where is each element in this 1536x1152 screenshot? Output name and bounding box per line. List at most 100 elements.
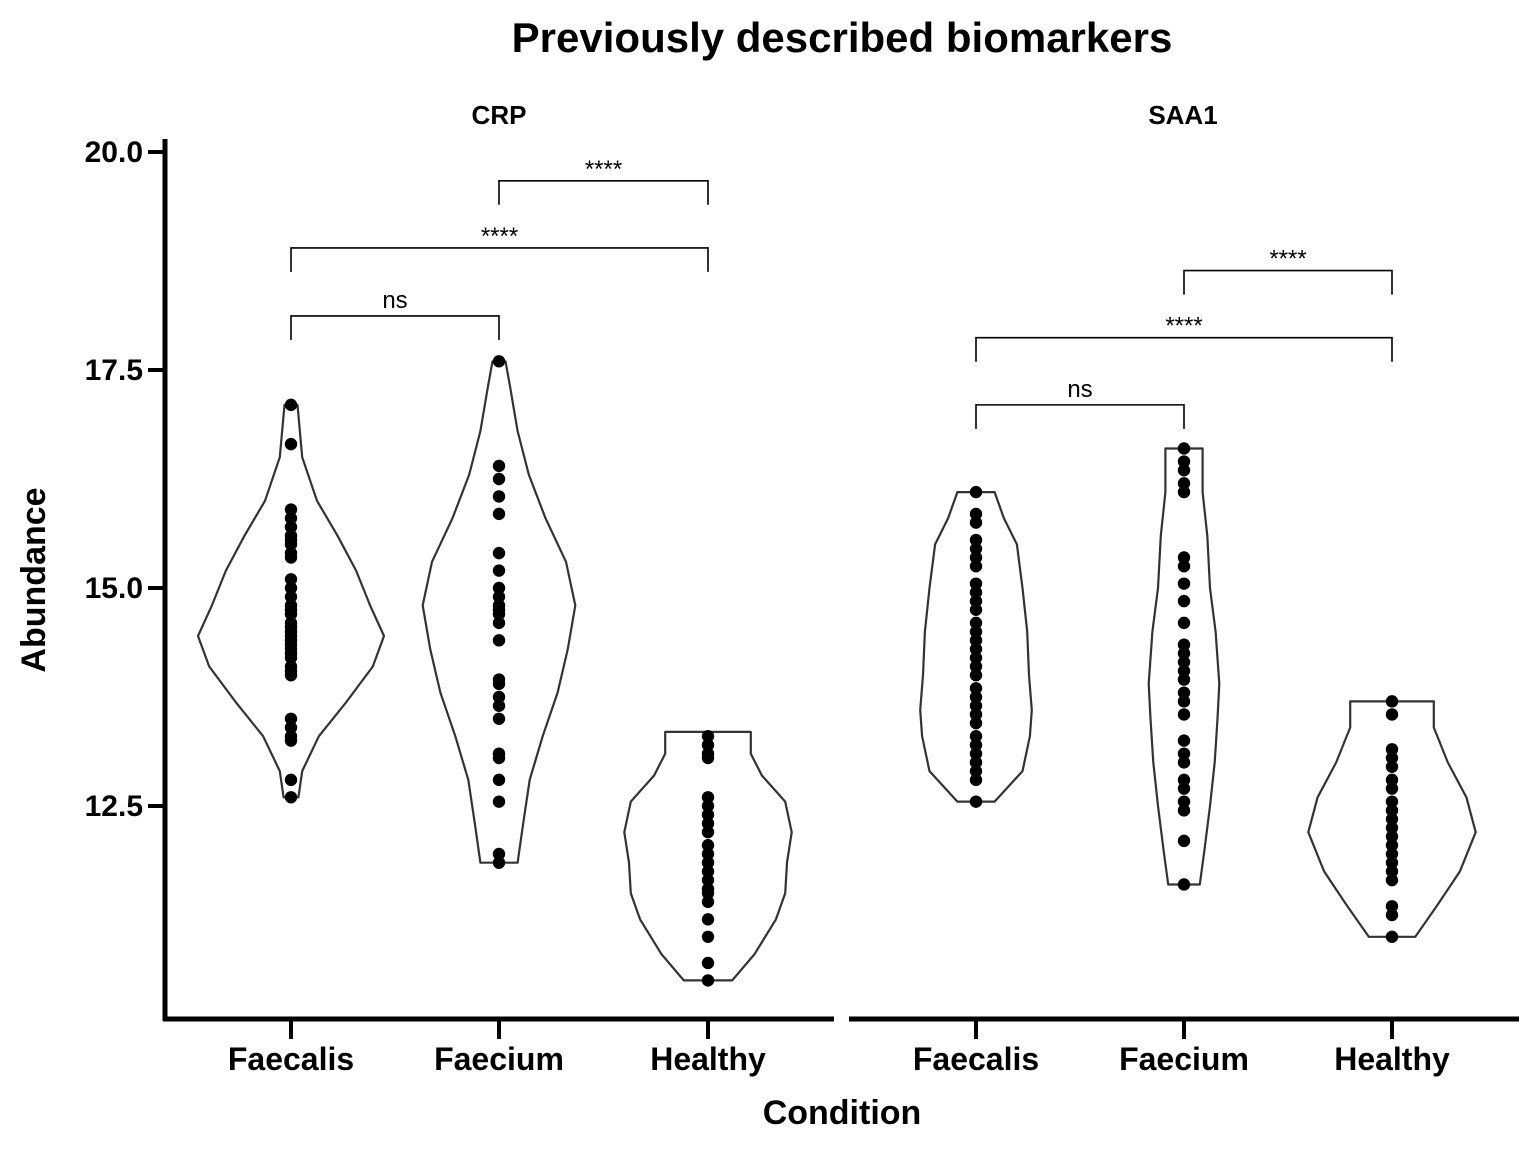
data-point [969, 660, 983, 673]
data-point [492, 590, 506, 603]
significance-bracket [290, 315, 500, 340]
data-point [492, 747, 506, 760]
data-point [1177, 485, 1191, 499]
data-point [701, 865, 715, 878]
data-point [492, 355, 506, 368]
violin-faecium [1147, 447, 1221, 886]
data-point [1385, 865, 1399, 878]
data-point [701, 730, 715, 743]
data-point [1177, 551, 1191, 564]
data-point [1177, 782, 1191, 795]
data-point [1385, 847, 1399, 861]
data-point [492, 690, 506, 704]
data-point [1177, 477, 1191, 490]
data-point [284, 520, 298, 534]
data-point [701, 808, 715, 821]
significance-label: **** [1269, 246, 1306, 273]
y-axis-title: Abundance [15, 487, 53, 672]
y-tick-label: 15.0 [85, 572, 143, 605]
data-point [969, 699, 983, 712]
data-point [284, 512, 298, 525]
data-point [1385, 782, 1399, 795]
data-point [1177, 577, 1191, 590]
data-point [701, 974, 715, 987]
data-point [969, 516, 983, 529]
data-point [969, 642, 983, 656]
data-point [492, 507, 506, 521]
data-point [1385, 804, 1399, 817]
x-tick-label: Faecium [1119, 1041, 1249, 1077]
data-point [969, 625, 983, 638]
data-point [1177, 616, 1191, 630]
violin-faecium [421, 360, 577, 864]
data-point [284, 599, 298, 612]
data-point [1177, 695, 1191, 708]
data-point [969, 634, 983, 647]
significance-label: **** [585, 156, 622, 183]
violin-faecalis [919, 491, 1033, 803]
data-point [969, 773, 983, 787]
data-point [492, 795, 506, 808]
y-tick-label: 12.5 [85, 790, 143, 823]
data-point [1385, 930, 1399, 943]
data-point [1385, 751, 1399, 765]
data-point [1177, 655, 1191, 669]
data-point [1177, 756, 1191, 769]
data-point [492, 634, 506, 647]
data-point [969, 690, 983, 704]
y-tick-label: 20.0 [85, 136, 143, 169]
violin-healthy [1307, 700, 1477, 938]
x-tick-label: Faecalis [228, 1041, 354, 1077]
data-point [701, 956, 715, 970]
data-point [1177, 747, 1191, 760]
data-point [1177, 804, 1191, 817]
data-point [1177, 878, 1191, 891]
data-point [492, 599, 506, 612]
facet-label: CRP [472, 100, 527, 130]
data-point [1177, 686, 1191, 699]
data-point [969, 669, 983, 682]
data-point [284, 437, 298, 451]
data-point [284, 773, 298, 787]
data-point [492, 472, 506, 486]
violin-faecalis [196, 403, 386, 799]
data-point [492, 856, 506, 869]
data-point [1177, 464, 1191, 477]
significance-label: **** [1165, 313, 1202, 340]
data-point [701, 873, 715, 887]
data-point [701, 930, 715, 943]
significance-label: ns [382, 287, 407, 314]
data-point [1177, 664, 1191, 678]
data-point [1385, 743, 1399, 756]
data-point [969, 747, 983, 760]
y-tick-label: 17.5 [85, 354, 143, 387]
data-point [701, 839, 715, 852]
x-tick-label: Faecium [434, 1041, 564, 1077]
data-point [284, 590, 298, 603]
data-point [284, 503, 298, 516]
data-point [492, 564, 506, 577]
data-point [1385, 812, 1399, 826]
data-point [969, 730, 983, 743]
data-point [492, 847, 506, 861]
data-point [701, 817, 715, 830]
data-point [969, 651, 983, 664]
data-point [284, 546, 298, 560]
data-point [701, 895, 715, 909]
x-tick-label: Faecalis [913, 1041, 1039, 1077]
data-point [492, 773, 506, 787]
data-point [701, 799, 715, 813]
data-point [969, 616, 983, 630]
data-point [492, 616, 506, 630]
data-point [969, 716, 983, 730]
data-point [1177, 734, 1191, 747]
significance-label: **** [481, 223, 518, 250]
data-point [969, 594, 983, 608]
data-point [1385, 830, 1399, 843]
data-point [492, 581, 506, 595]
data-point [1177, 638, 1191, 651]
plot-area: 12.5 15.0 17.5 20.0 CRP Faecalis Faecium Health… [85, 100, 1519, 1077]
data-point [284, 573, 298, 586]
data-point [969, 577, 983, 590]
